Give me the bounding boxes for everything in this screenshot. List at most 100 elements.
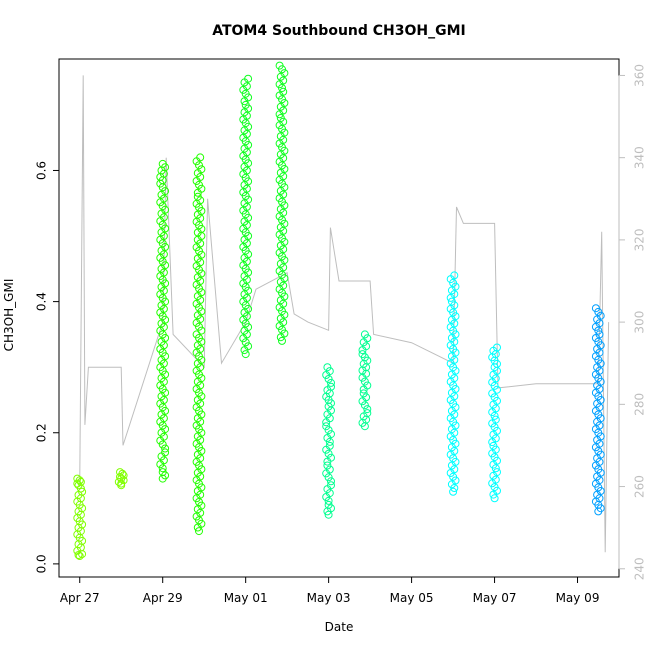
data-point — [359, 385, 368, 394]
data-point — [275, 110, 284, 119]
data-point — [360, 377, 369, 386]
data-point — [323, 461, 332, 470]
secondary-y-axis: 240 260 280 300 320 340 360 — [618, 64, 647, 580]
data-point — [74, 551, 83, 559]
y-tick-label: 0.4 — [35, 292, 49, 311]
y-tick-label: 0.0 — [35, 554, 49, 573]
data-point — [324, 510, 333, 519]
data-point — [195, 527, 203, 536]
data-point — [323, 507, 332, 516]
data-point — [324, 449, 333, 458]
data-point — [193, 169, 202, 178]
data-point — [324, 426, 333, 435]
data-point — [193, 188, 202, 197]
y2-tick-label: 340 — [633, 146, 647, 169]
data-point — [594, 507, 603, 516]
data-point — [156, 436, 165, 445]
data-point — [323, 410, 332, 419]
data-point — [195, 322, 203, 331]
data-point — [327, 477, 335, 486]
data-point — [195, 180, 203, 189]
data-point — [360, 422, 369, 431]
point-group — [488, 343, 501, 503]
data-point — [161, 444, 170, 453]
data-point — [323, 434, 332, 442]
secondary-line-path — [79, 75, 610, 553]
data-point — [324, 375, 333, 383]
chart-title: ATOM4 Southbound CH3OH_GMI — [212, 23, 466, 39]
data-point — [322, 469, 331, 478]
data-point — [158, 440, 167, 449]
y-tick-label: 0.2 — [35, 423, 49, 442]
data-point — [489, 490, 498, 499]
point-group — [239, 74, 253, 359]
data-point — [278, 84, 286, 92]
data-point — [241, 338, 250, 347]
point-group — [73, 474, 87, 560]
data-point — [322, 371, 331, 379]
data-point — [360, 330, 369, 339]
data-point — [241, 350, 250, 359]
data-point — [490, 411, 499, 420]
data-point — [278, 336, 286, 345]
data-point — [78, 550, 87, 559]
data-points — [73, 61, 605, 560]
data-point — [322, 418, 331, 427]
data-point — [192, 177, 201, 185]
data-point — [322, 422, 331, 431]
data-point — [446, 293, 455, 302]
data-point — [594, 326, 603, 335]
plot-frame — [58, 58, 620, 578]
data-point — [359, 338, 368, 347]
y-axis: 0.0 0.2 0.4 0.6 — [35, 161, 60, 573]
data-point — [322, 493, 331, 501]
data-point — [192, 157, 201, 166]
x-tick-label: May 09 — [556, 591, 600, 605]
x-tick-label: May 03 — [307, 591, 351, 605]
data-point — [323, 485, 332, 494]
y-axis-label: CH3OH_GMI — [2, 279, 16, 352]
data-point — [117, 481, 126, 490]
data-point — [195, 161, 203, 170]
data-point — [323, 457, 332, 466]
data-point — [322, 445, 331, 454]
data-point — [450, 484, 459, 492]
point-group — [156, 159, 170, 483]
data-point — [323, 363, 332, 372]
point-group — [114, 468, 128, 490]
data-point — [360, 401, 369, 410]
point-group — [358, 330, 372, 431]
data-point — [324, 473, 333, 482]
x-tick-label: May 01 — [224, 591, 268, 605]
x-tick-label: Apr 29 — [143, 591, 183, 605]
data-point — [158, 464, 167, 473]
x-tick-label: May 07 — [473, 591, 517, 605]
data-point — [324, 496, 333, 505]
x-axis: Apr 27 Apr 29 May 01 May 03 May 05 May 07 May … — [60, 576, 600, 605]
y2-tick-label: 360 — [633, 64, 647, 87]
point-group — [591, 304, 605, 516]
data-point — [359, 389, 368, 398]
x-tick-label: Apr 27 — [60, 591, 100, 605]
y2-tick-label: 280 — [633, 393, 647, 416]
data-point — [358, 346, 367, 355]
data-point — [358, 373, 367, 382]
data-point — [491, 464, 500, 473]
x-tick-label: May 05 — [390, 591, 434, 605]
data-point — [193, 292, 202, 301]
data-point — [157, 428, 166, 437]
data-point — [157, 452, 166, 461]
point-group — [275, 61, 289, 345]
data-point — [239, 334, 248, 343]
data-point — [156, 460, 165, 469]
data-point — [358, 397, 367, 406]
point-group — [322, 363, 335, 519]
data-point — [158, 474, 167, 483]
point-group — [192, 153, 206, 536]
data-point — [449, 487, 458, 496]
data-point — [240, 346, 249, 355]
y2-tick-label: 320 — [633, 228, 647, 251]
data-point — [193, 523, 202, 532]
point-group — [446, 271, 460, 496]
